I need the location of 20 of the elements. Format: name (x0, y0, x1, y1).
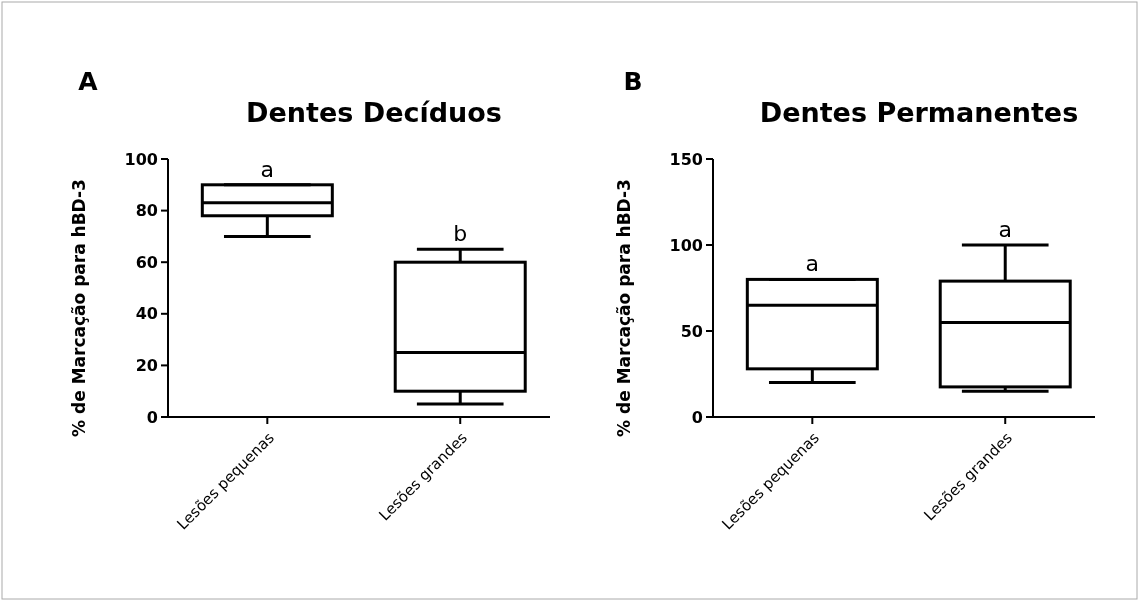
y-tick-label: 80 (135, 201, 158, 221)
y-tick-label: 0 (146, 407, 158, 427)
text: B (623, 67, 643, 96)
y-tick-label: 20 (135, 356, 158, 375)
annotation: b (453, 221, 468, 247)
annotation: a (260, 156, 275, 182)
chart-title: Dentes Decíduos (246, 97, 502, 128)
text: A (78, 67, 99, 96)
y-tick-label: 0 (691, 407, 703, 427)
y-tick-label: 150 (669, 149, 703, 169)
y-axis-title: % de Marcação para hBD-3 (69, 179, 89, 437)
chart-title: Dentes Permanentes (759, 97, 1079, 128)
y-tick-label: 60 (135, 252, 158, 272)
y-tick-label: 100 (669, 235, 703, 255)
y-tick-label: 40 (135, 304, 158, 324)
annotation: a (805, 251, 820, 277)
y-tick-label: 100 (124, 149, 158, 169)
annotation: a (998, 217, 1012, 242)
y-axis-title: % de Marcação para hBD-3 (614, 179, 634, 437)
y-tick-label: 50 (680, 321, 703, 341)
